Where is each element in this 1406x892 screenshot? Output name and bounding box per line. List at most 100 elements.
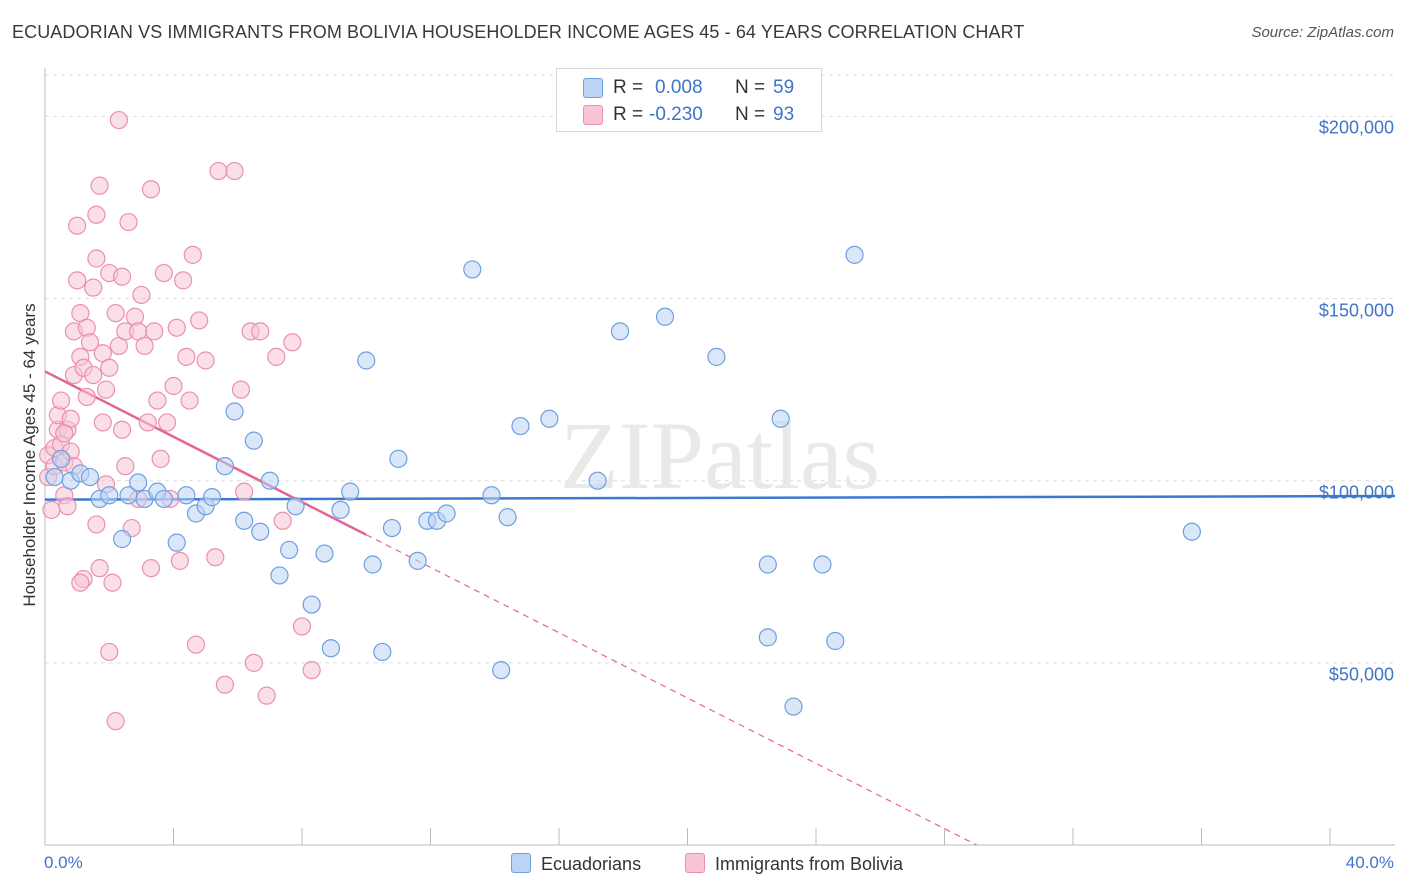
ecuadorian-point <box>202 488 222 507</box>
bolivia-point <box>251 322 270 341</box>
bolivia-point <box>183 245 202 264</box>
bolivia-point <box>302 661 321 680</box>
ecuadorians-trend-line <box>44 494 1396 501</box>
bolivia-point <box>96 380 116 399</box>
bolivia-point <box>103 573 122 592</box>
bolivia-point <box>84 365 103 385</box>
ecuadorian-point <box>758 555 777 574</box>
legend-n-label: N = <box>735 104 766 125</box>
bolivia-point <box>174 271 193 290</box>
bolivia-point <box>87 205 106 224</box>
bolivia-point <box>119 212 138 232</box>
ecuadorian-point <box>251 522 270 541</box>
bolivia-point <box>231 380 251 399</box>
bolivia-point <box>100 358 119 377</box>
ecuadorian-point <box>100 486 119 505</box>
ecuadorian-point <box>51 449 71 468</box>
bolivia-point <box>80 333 100 352</box>
bolivia-point <box>106 712 125 731</box>
ecuadorian-point <box>707 347 726 366</box>
bolivia-point <box>135 336 154 356</box>
y-tick-label: $50,000 <box>1328 664 1394 685</box>
ecuadorian-point <box>270 566 289 585</box>
bolivia-point <box>235 482 254 501</box>
bottom-legend-ecuadorians: Ecuadorians <box>511 853 641 875</box>
bolivia-point <box>90 176 109 195</box>
bolivia-point <box>84 278 103 297</box>
ecuadorian-point <box>302 595 321 614</box>
bolivia-point <box>100 642 119 662</box>
ecuadorian-point <box>373 642 392 662</box>
bolivia-point <box>90 559 109 578</box>
bolivia-point <box>273 511 292 530</box>
legend-n-value: 93 <box>773 104 795 125</box>
ecuadorian-point <box>260 471 279 490</box>
ecuadorian-point <box>1182 522 1201 541</box>
bolivia-point <box>55 424 74 443</box>
bolivia-point <box>225 161 244 181</box>
x-tick-max: 40.0% <box>1345 853 1394 872</box>
bolivia-trend-line <box>44 370 367 536</box>
bolivia-point <box>87 515 106 534</box>
ecuadorian-point <box>588 471 607 490</box>
bolivia-point <box>170 551 190 570</box>
bolivia-point <box>106 304 125 323</box>
bolivia-point <box>186 635 206 654</box>
axes <box>44 68 1395 846</box>
bottom-legend-bolivia: Immigrants from Bolivia <box>685 853 903 875</box>
ecuadorian-point <box>167 533 186 552</box>
y-tick-label: $100,000 <box>1318 482 1394 503</box>
ecuadorian-point <box>492 661 511 680</box>
bolivia-point <box>93 413 112 432</box>
legend-r-label: R = <box>613 104 644 125</box>
bolivia-point <box>51 391 71 410</box>
legend-r-value: -0.230 <box>649 104 703 125</box>
bolivia-point <box>244 653 263 672</box>
ecuadorian-point <box>321 639 341 658</box>
bolivia-point <box>145 322 164 341</box>
bolivia-point <box>148 391 167 410</box>
bolivia-point <box>190 311 209 330</box>
ecuadorian-point <box>610 322 630 341</box>
ecuadorian-point <box>758 628 777 647</box>
ecuadorian-point <box>235 511 254 530</box>
bolivia-point <box>180 391 199 410</box>
ecuadorian-point <box>331 500 350 519</box>
bottom-legend-swatch-ecuadorians <box>511 853 531 873</box>
legend-r-value: 0.008 <box>655 77 703 98</box>
legend-box: R = 0.008 N = 59 R = -0.230 N = 93 <box>556 68 822 132</box>
ecuadorian-point <box>382 518 402 538</box>
ecuadorian-point <box>215 457 234 476</box>
ecuadorian-point <box>363 555 382 574</box>
ecuadorian-point <box>845 245 864 264</box>
ecuadorian-point <box>112 529 132 549</box>
legend-swatch-ecuadorians <box>583 78 603 98</box>
bolivia-point <box>112 267 132 286</box>
ecuadorian-point <box>341 482 360 501</box>
ecuadorian-point <box>498 508 517 527</box>
ecuadorian-point <box>357 351 376 370</box>
ecuadorian-point <box>813 555 832 574</box>
bolivia-point <box>68 271 87 290</box>
legend-n-label: N = <box>735 77 766 98</box>
ecuadorian-point <box>286 497 305 516</box>
bolivia-point <box>112 420 132 439</box>
ecuadorian-point <box>771 409 790 428</box>
bolivia-point <box>154 263 173 283</box>
ecuadorian-point <box>389 449 408 468</box>
bolivia-point <box>283 333 302 352</box>
bolivia-trend-extension <box>365 534 977 846</box>
x-tick-min: 0.0% <box>44 853 83 872</box>
ecuadorian-point <box>280 540 299 560</box>
bolivia-point <box>209 161 228 181</box>
bolivia-point <box>71 573 90 592</box>
bolivia-point <box>132 285 151 305</box>
ecuadorian-point <box>45 467 64 487</box>
bolivia-point <box>267 347 286 366</box>
bolivia-point <box>141 559 161 578</box>
trend-lines <box>44 370 1396 846</box>
bolivia-point <box>177 347 196 366</box>
y-tick-label: $200,000 <box>1318 117 1394 138</box>
bolivia-point <box>292 617 312 636</box>
